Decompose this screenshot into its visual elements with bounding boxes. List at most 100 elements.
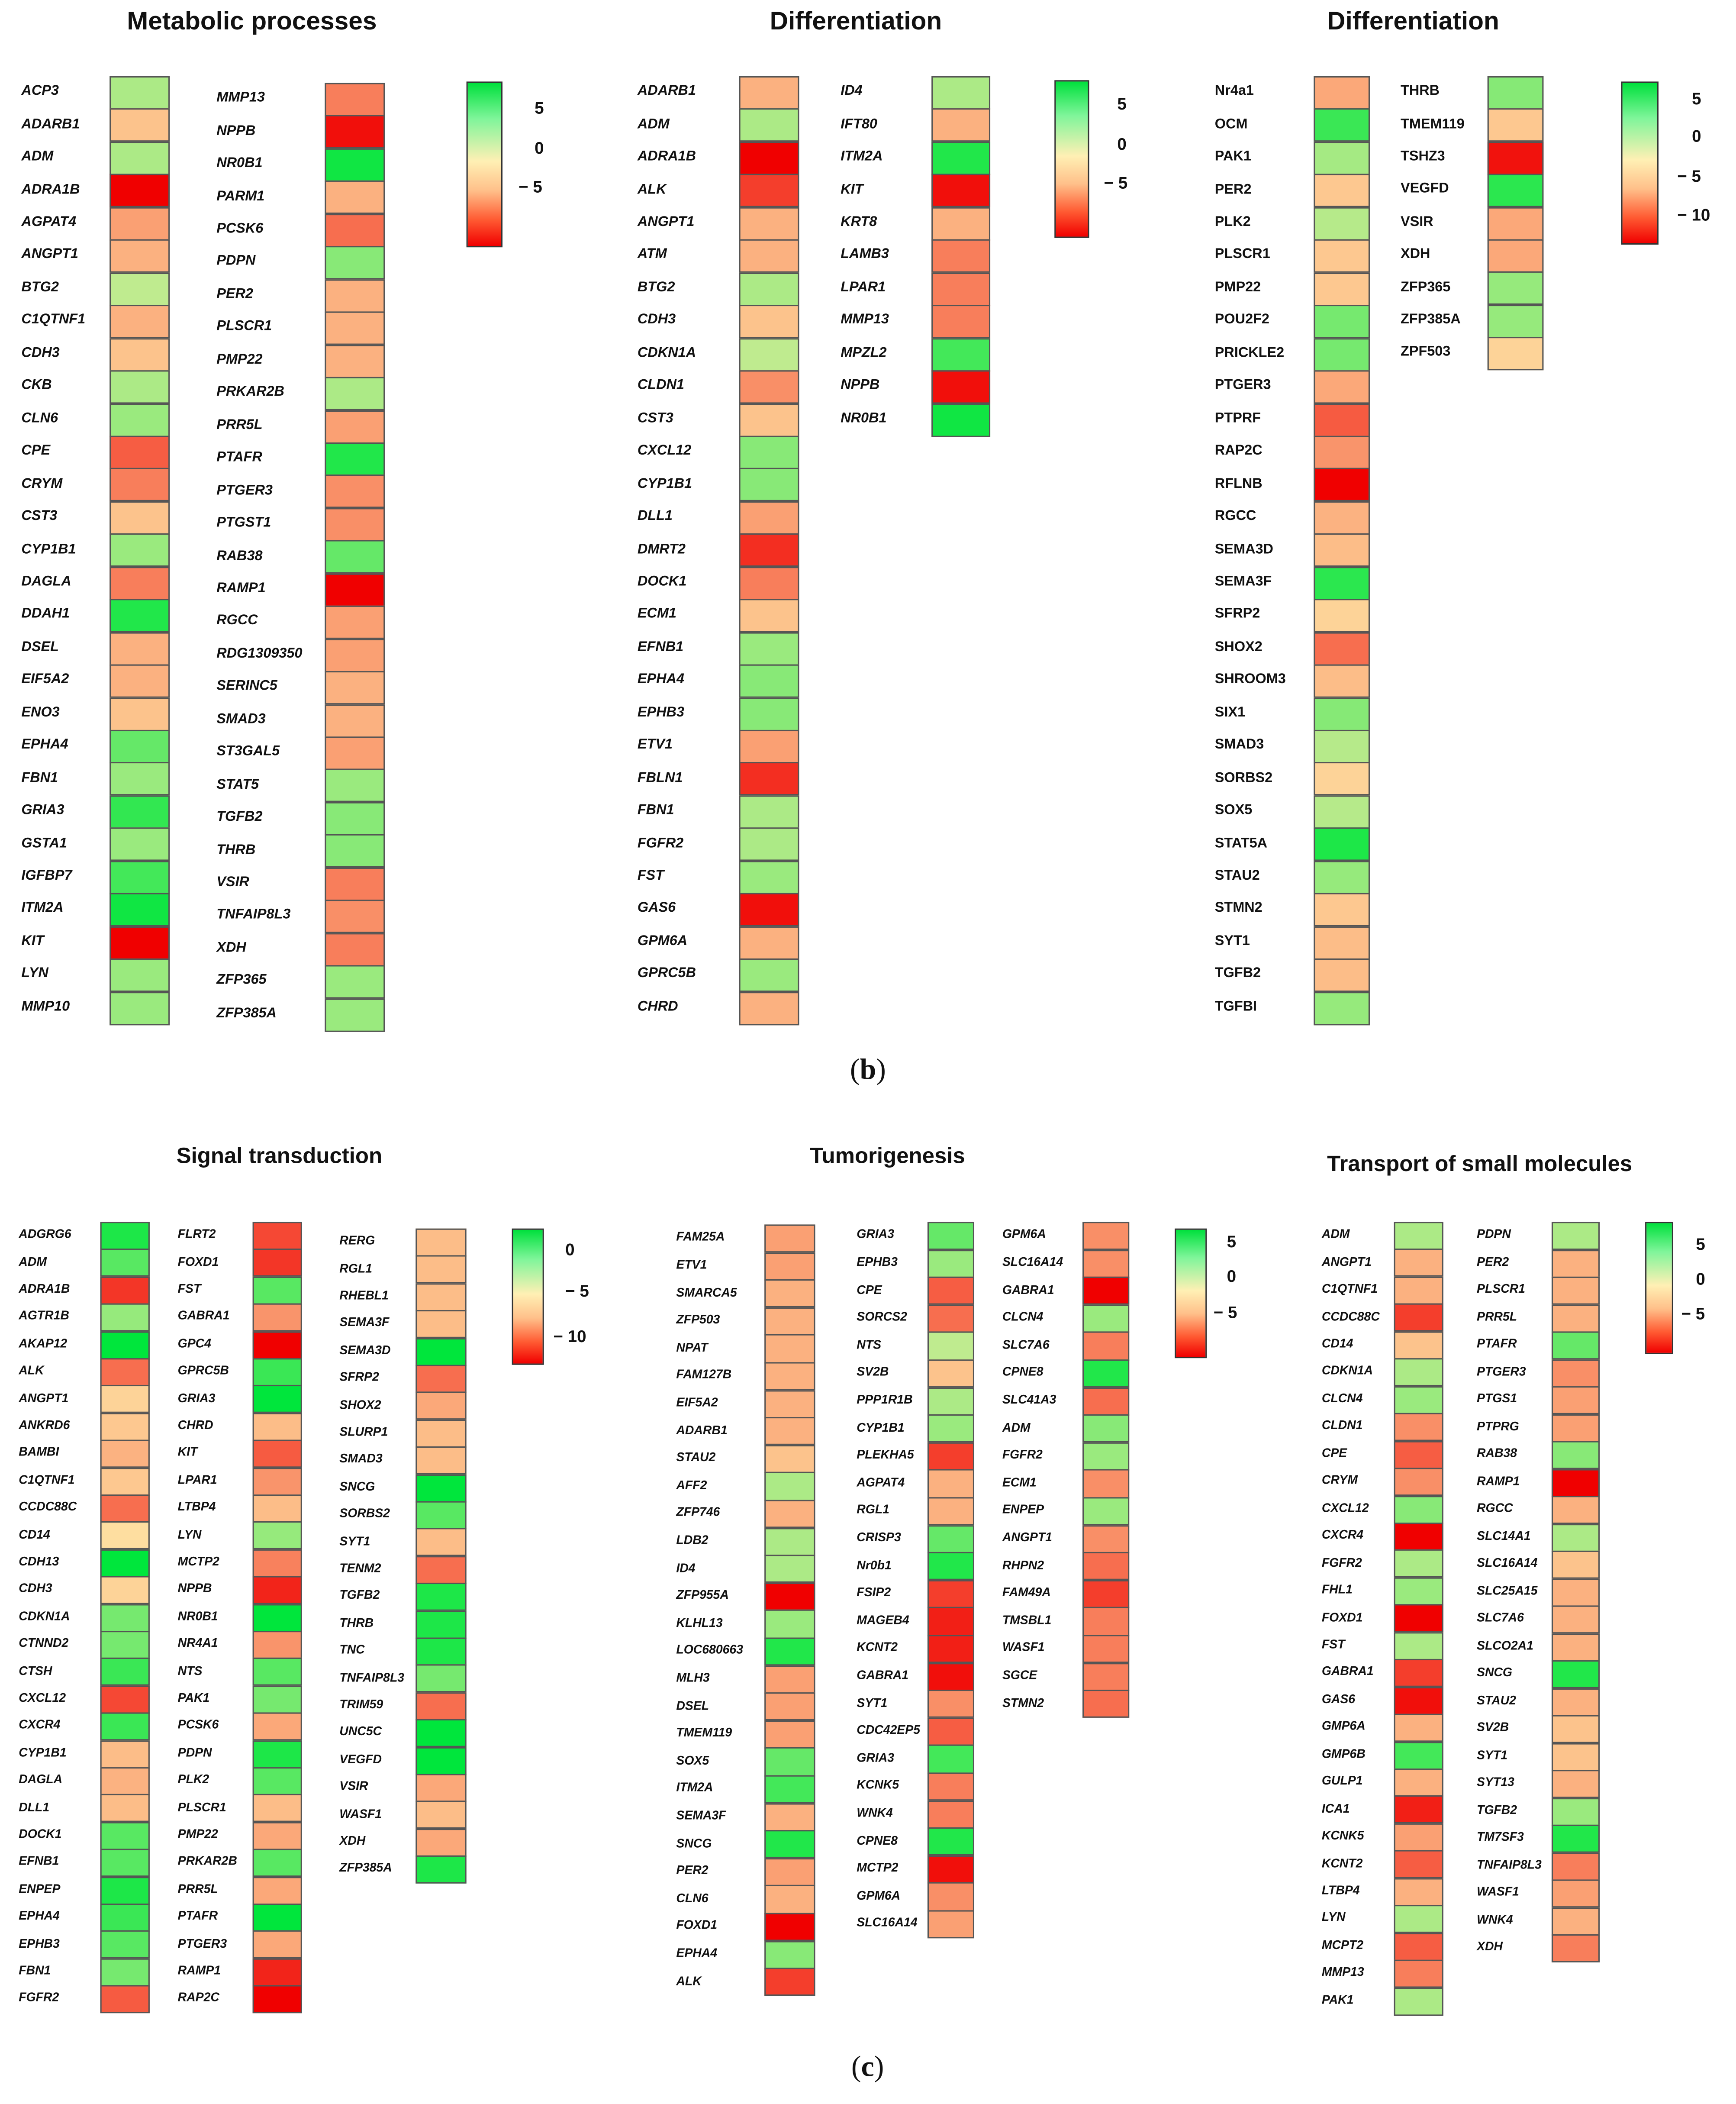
gene-label: PAK1: [1321, 1993, 1354, 2007]
gene-label: BAMBI: [19, 1446, 59, 1459]
heatmap-cell: [739, 468, 799, 502]
heatmap-cell: [927, 1607, 975, 1636]
gene-label: FBN1: [21, 769, 58, 786]
gene-label: GRIA3: [857, 1751, 895, 1764]
colorbar-tick-label: 0: [565, 1240, 575, 1259]
heatmap-cell: [252, 1958, 302, 1986]
gene-label: SOX5: [1214, 802, 1253, 819]
heatmap-cell: [1082, 1690, 1130, 1718]
gene-label: CCDC88C: [1321, 1309, 1380, 1323]
heatmap-cell: [764, 1582, 815, 1611]
gene-label: GAS6: [1321, 1692, 1356, 1706]
gene-label: ITM2A: [841, 148, 883, 165]
gene-label: EIF5A2: [676, 1395, 718, 1409]
heatmap-cell: [739, 762, 799, 796]
heatmap-cell: [1394, 1632, 1443, 1660]
gene-label: RGL1: [339, 1261, 373, 1275]
gene-label: RAB38: [216, 547, 263, 564]
gene-label: CKB: [21, 377, 52, 394]
gene-label: MMP13: [216, 90, 265, 106]
gene-label: LTBP4: [177, 1500, 216, 1513]
gene-label: SLC16A14: [1477, 1556, 1538, 1570]
heatmap-cell: [325, 965, 385, 999]
gene-label: RFLNB: [1214, 475, 1263, 492]
gene-label: MLH3: [676, 1671, 710, 1684]
heatmap-cell: [252, 1222, 302, 1250]
heatmap-cell: [1394, 1905, 1443, 1933]
heatmap-cell: [1314, 991, 1370, 1025]
gene-label: KIT: [177, 1446, 198, 1459]
heatmap-cell: [1314, 305, 1370, 339]
gene-label: SORBS2: [339, 1507, 390, 1520]
gene-label: ADM: [637, 116, 670, 132]
heatmap-cell: [110, 664, 170, 698]
gene-label: TRIM59: [339, 1697, 383, 1711]
gene-label: PAK1: [177, 1691, 210, 1704]
gene-label: CYP1B1: [19, 1746, 67, 1759]
gene-label: MMP13: [1321, 1965, 1364, 1979]
heatmap-cell: [100, 1467, 150, 1495]
heatmap-cell: [764, 1968, 815, 1997]
gene-label: FOXD1: [1321, 1610, 1363, 1624]
gene-label: CTSH: [19, 1664, 52, 1677]
heatmap-cell: [415, 1419, 467, 1448]
gene-label: STAU2: [676, 1450, 716, 1464]
gene-label: ID4: [676, 1561, 696, 1574]
heatmap-cell: [110, 501, 170, 535]
gene-label: FHL1: [1321, 1583, 1353, 1597]
heatmap-cell: [325, 867, 385, 901]
gene-label: SEMA3F: [339, 1316, 390, 1330]
gene-label: TGFB2: [216, 809, 263, 825]
gene-label: TGFB2: [1477, 1803, 1517, 1817]
heatmap-cell: [764, 1390, 815, 1418]
heatmap-cell: [1551, 1276, 1600, 1305]
heatmap-cell: [110, 272, 170, 306]
heatmap-cell: [325, 475, 385, 509]
colorbar-tick-label: 0: [1696, 1270, 1705, 1289]
gene-label: SYT13: [1477, 1775, 1514, 1789]
gene-label: GPM6A: [637, 933, 688, 949]
gene-label: ZFP503: [676, 1313, 720, 1326]
gene-label: CPE: [21, 442, 51, 459]
heatmap-cell: [1487, 337, 1544, 371]
gene-label: RERG: [339, 1234, 375, 1248]
heatmap-cell: [252, 1494, 302, 1523]
panel-title: Transport of small molecules: [1327, 1152, 1633, 1177]
heatmap-cell: [1314, 141, 1370, 175]
gene-label: FSIP2: [857, 1585, 891, 1599]
gene-label: CDC42EP5: [857, 1723, 920, 1737]
heatmap-cell: [325, 671, 385, 705]
gene-label: SHOX2: [1214, 639, 1263, 655]
gene-label: ADARB1: [637, 83, 696, 100]
gene-label: WNK4: [857, 1806, 893, 1820]
colorbar-tick-label: 0: [1227, 1267, 1237, 1286]
heatmap-cell: [927, 1359, 975, 1388]
heatmap-cell: [1314, 697, 1370, 731]
gene-label: RGCC: [1477, 1501, 1513, 1515]
heatmap-cell: [1394, 1276, 1443, 1305]
gene-label: ZFP385A: [339, 1861, 392, 1875]
gene-label: CDH13: [19, 1555, 59, 1568]
gene-label: ADGRG6: [19, 1227, 71, 1241]
gene-label: UNC5C: [339, 1725, 382, 1739]
gene-label: CTNND2: [19, 1636, 69, 1650]
heatmap-cell: [1551, 1633, 1600, 1661]
gene-label: MMP13: [841, 312, 889, 328]
heatmap-cell: [252, 1930, 302, 1959]
gene-label: ENPEP: [1002, 1503, 1044, 1517]
gene-label: RHPN2: [1002, 1558, 1044, 1572]
gene-label: SV2B: [857, 1365, 889, 1379]
heatmap-cell: [110, 566, 170, 600]
heatmap-cell: [927, 1524, 975, 1553]
gene-label: AKAP12: [19, 1336, 68, 1350]
heatmap-cell: [1551, 1550, 1600, 1579]
heatmap-cell: [100, 1876, 150, 1904]
gene-label: PLK2: [1214, 214, 1251, 230]
heatmap-cell: [1487, 76, 1544, 110]
gene-label: XDH: [216, 939, 246, 956]
colorbar-tick-label: − 5: [1213, 1303, 1237, 1322]
gene-label: NPPB: [841, 377, 880, 394]
gene-label: ITM2A: [21, 900, 64, 916]
heatmap-cell: [1082, 1277, 1130, 1305]
heatmap-cell: [1082, 1635, 1130, 1663]
